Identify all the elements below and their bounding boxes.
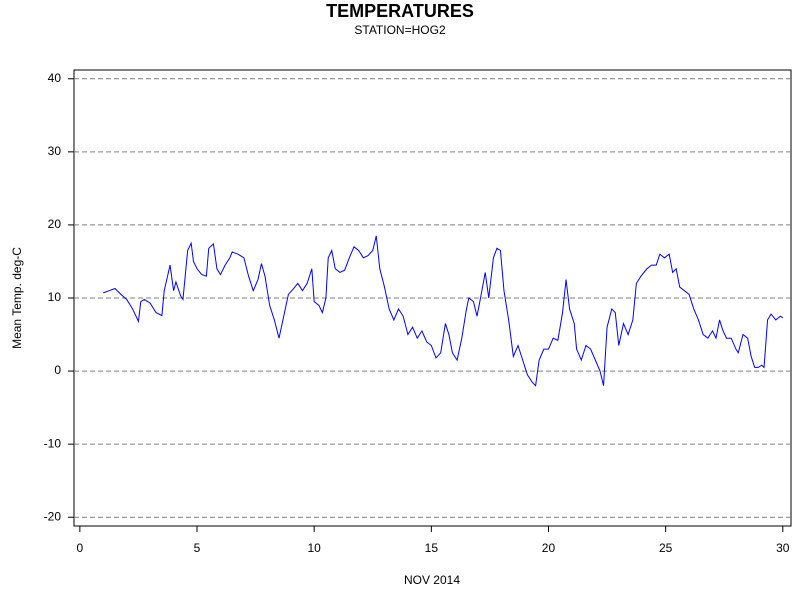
y-tick-label: 40 [48, 71, 62, 85]
data-line [103, 235, 784, 387]
y-tick-label: -10 [44, 436, 62, 450]
x-tick-label: 10 [307, 541, 321, 555]
chart-subtitle: STATION=HOG2 [354, 23, 446, 37]
y-tick-label: 30 [48, 144, 62, 158]
y-tick-label: 20 [48, 217, 62, 231]
x-tick-label: 15 [425, 541, 439, 555]
y-tick-label: 10 [48, 290, 62, 304]
x-tick-label: 25 [659, 541, 673, 555]
x-tick-label: 30 [776, 541, 790, 555]
y-tick-label: -20 [44, 509, 62, 523]
y-axis-label: Mean Temp. deg-C [10, 247, 24, 349]
x-tick-label: 0 [77, 541, 84, 555]
chart-title: TEMPERATURES [326, 1, 474, 21]
x-tick-label: 5 [194, 541, 201, 555]
x-tick-label: 20 [542, 541, 556, 555]
y-tick-label: 0 [54, 363, 61, 377]
x-axis-label: NOV 2014 [404, 573, 460, 587]
